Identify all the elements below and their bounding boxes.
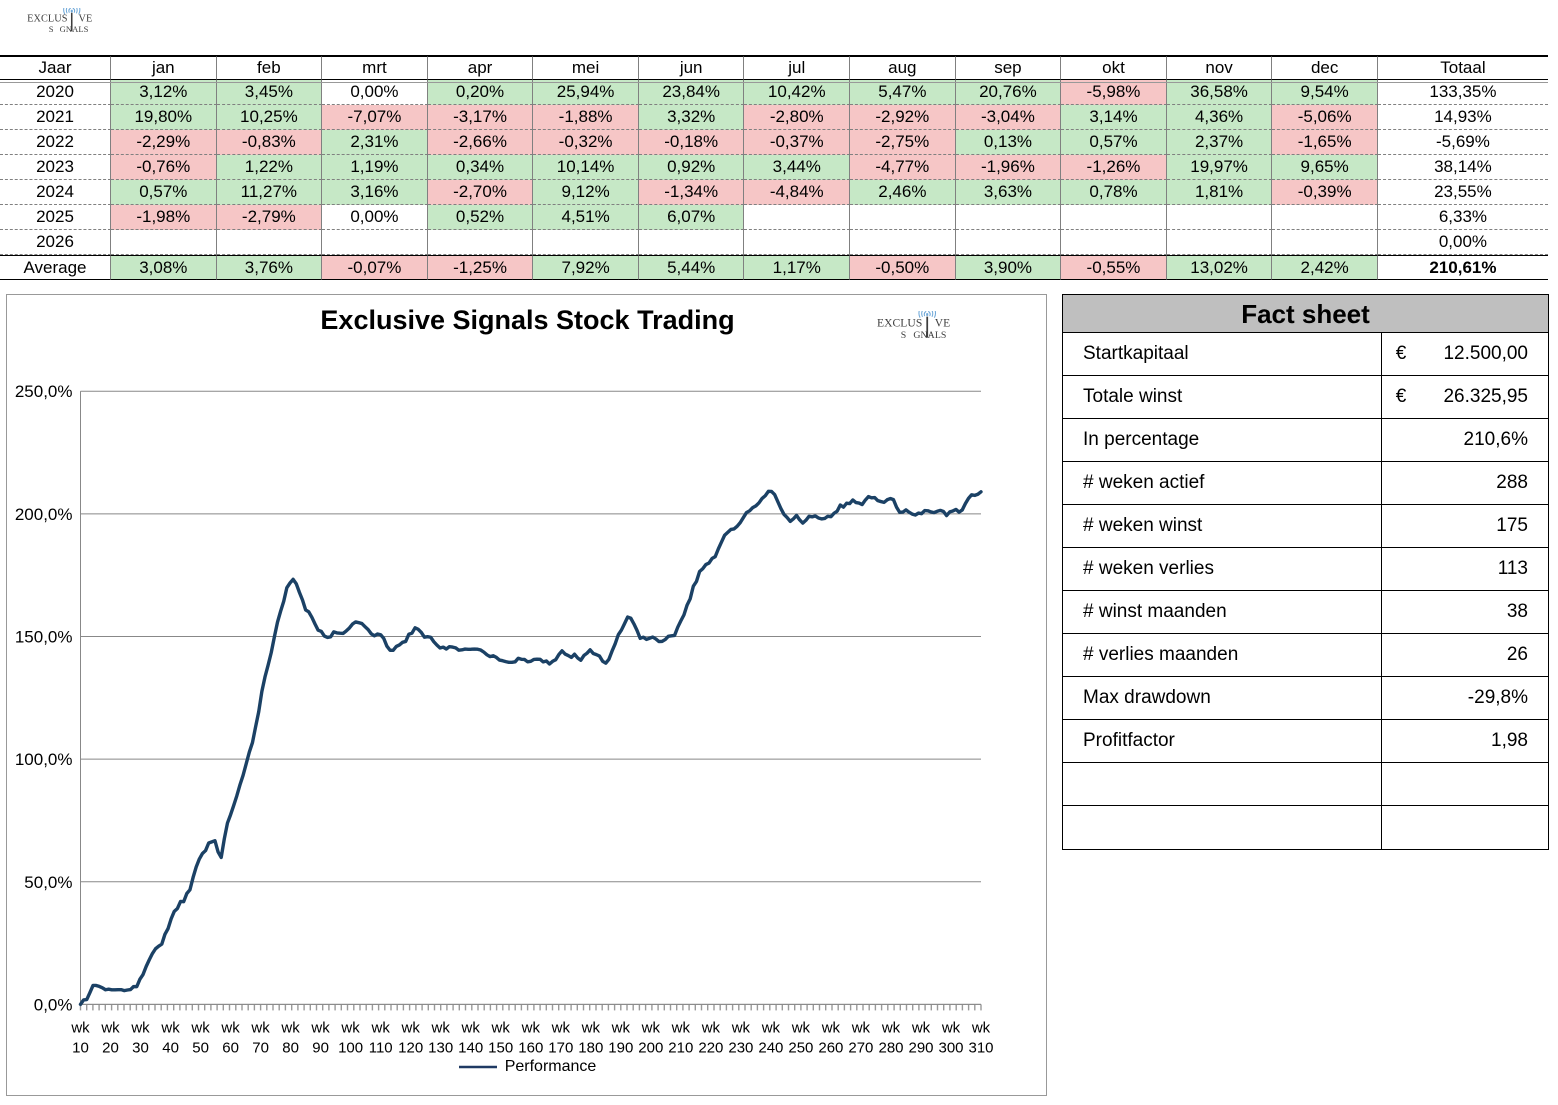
svg-text:50: 50: [192, 1039, 209, 1056]
svg-text:wk: wk: [551, 1019, 571, 1036]
svg-text:wk: wk: [821, 1019, 841, 1036]
svg-text:wk: wk: [761, 1019, 781, 1036]
svg-text:wk: wk: [340, 1019, 360, 1036]
svg-text:180: 180: [578, 1039, 603, 1056]
svg-text:wk: wk: [130, 1019, 150, 1036]
svg-text:wk: wk: [250, 1019, 270, 1036]
svg-text:wk: wk: [581, 1019, 601, 1036]
svg-text:wk: wk: [280, 1019, 300, 1036]
svg-text:250,0%: 250,0%: [15, 382, 73, 401]
svg-text:wk: wk: [521, 1019, 541, 1036]
svg-text:20: 20: [102, 1039, 119, 1056]
svg-text:wk: wk: [371, 1019, 391, 1036]
svg-text:200: 200: [638, 1039, 663, 1056]
svg-text:wk: wk: [431, 1019, 451, 1036]
svg-text:wk: wk: [731, 1019, 751, 1036]
svg-text:150,0%: 150,0%: [15, 627, 73, 646]
svg-text:VE: VE: [79, 14, 93, 25]
svg-text:200,0%: 200,0%: [15, 505, 73, 524]
svg-text:100: 100: [338, 1039, 363, 1056]
svg-text:210: 210: [668, 1039, 693, 1056]
svg-text:30: 30: [132, 1039, 149, 1056]
svg-text:S: S: [49, 24, 54, 33]
svg-text:0,0%: 0,0%: [34, 995, 73, 1014]
svg-text:290: 290: [908, 1039, 933, 1056]
svg-text:wk: wk: [941, 1019, 961, 1036]
svg-text:wk: wk: [701, 1019, 721, 1036]
svg-text:wk: wk: [911, 1019, 931, 1036]
svg-text:240: 240: [758, 1039, 783, 1056]
svg-text:100,0%: 100,0%: [15, 750, 73, 769]
svg-text:80: 80: [282, 1039, 299, 1056]
svg-text:10: 10: [72, 1039, 89, 1056]
svg-text:50,0%: 50,0%: [24, 873, 72, 892]
svg-text:wk: wk: [310, 1019, 330, 1036]
svg-text:170: 170: [548, 1039, 573, 1056]
svg-text:300: 300: [938, 1039, 963, 1056]
svg-text:wk: wk: [401, 1019, 421, 1036]
svg-text:250: 250: [788, 1039, 813, 1056]
svg-text:70: 70: [252, 1039, 269, 1056]
svg-text:wk: wk: [641, 1019, 661, 1036]
svg-text:wk: wk: [671, 1019, 691, 1036]
svg-text:150: 150: [488, 1039, 513, 1056]
svg-text:310: 310: [968, 1039, 993, 1056]
svg-text:wk: wk: [611, 1019, 631, 1036]
svg-text:40: 40: [162, 1039, 179, 1056]
svg-text:wk: wk: [100, 1019, 120, 1036]
svg-text:140: 140: [458, 1039, 483, 1056]
svg-text:wk: wk: [190, 1019, 210, 1036]
svg-text:wk: wk: [220, 1019, 240, 1036]
svg-text:130: 130: [428, 1039, 453, 1056]
svg-text:wk: wk: [491, 1019, 511, 1036]
svg-text:260: 260: [818, 1039, 843, 1056]
svg-text:90: 90: [312, 1039, 329, 1056]
svg-text:60: 60: [222, 1039, 239, 1056]
svg-text:220: 220: [698, 1039, 723, 1056]
svg-text:wk: wk: [851, 1019, 871, 1036]
svg-text:wk: wk: [461, 1019, 481, 1036]
svg-text:wk: wk: [70, 1019, 90, 1036]
svg-text:wk: wk: [791, 1019, 811, 1036]
svg-text:GNALS: GNALS: [60, 24, 89, 33]
svg-text:120: 120: [398, 1039, 423, 1056]
svg-text:110: 110: [369, 1039, 393, 1056]
svg-text:EXCLUS: EXCLUS: [27, 14, 68, 25]
svg-text:230: 230: [728, 1039, 753, 1056]
svg-text:wk: wk: [881, 1019, 901, 1036]
svg-text:280: 280: [878, 1039, 903, 1056]
svg-text:270: 270: [848, 1039, 873, 1056]
svg-text:wk: wk: [160, 1019, 180, 1036]
svg-text:wk: wk: [971, 1019, 991, 1036]
svg-text:160: 160: [518, 1039, 543, 1056]
svg-text:190: 190: [608, 1039, 633, 1056]
